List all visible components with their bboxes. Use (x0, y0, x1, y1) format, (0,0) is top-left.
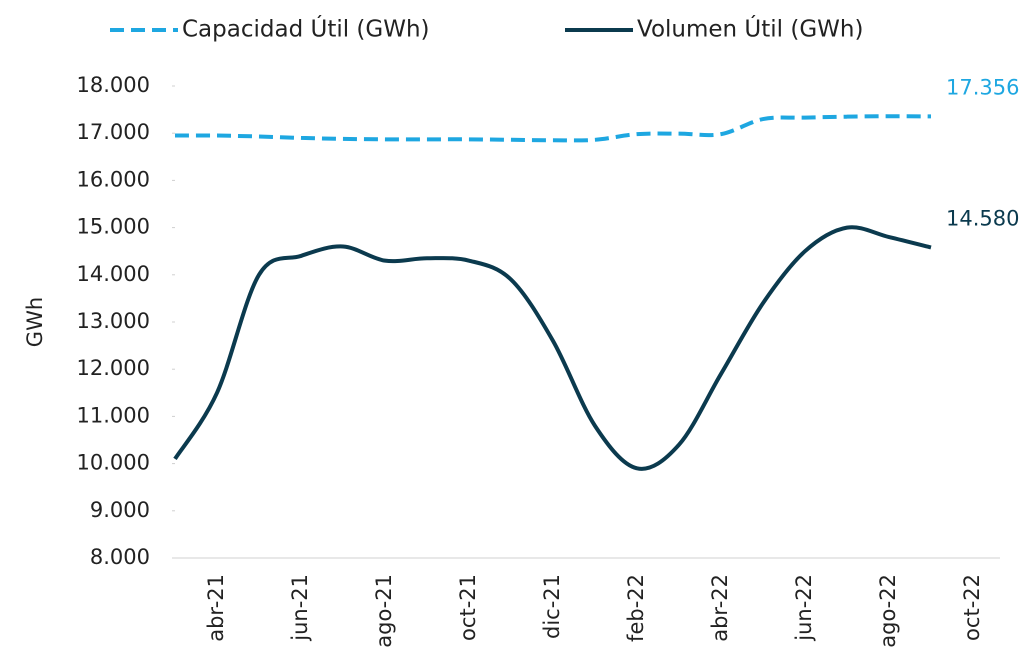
x-tick-label: dic-21 (540, 574, 564, 639)
y-tick-label: 14.000 (77, 262, 150, 286)
y-tick-label: 15.000 (77, 215, 150, 239)
y-tick-label: 12.000 (77, 356, 150, 380)
x-tick-label: jun-22 (792, 574, 816, 642)
legend-label: Capacidad Útil (GWh) (182, 15, 430, 43)
y-axis-label: GWh (23, 297, 47, 347)
y-tick-label: 8.000 (90, 545, 150, 569)
line (173, 225, 932, 471)
x-tick-label: ago-21 (372, 574, 396, 648)
y-tick-label: 10.000 (77, 451, 150, 475)
x-tick-label: oct-22 (960, 574, 984, 641)
x-tick-label: ago-22 (876, 574, 900, 648)
x-tick-label: oct-21 (456, 574, 480, 641)
y-tick-label: 18.000 (77, 73, 150, 97)
line (174, 114, 932, 143)
y-tick-label: 17.000 (77, 120, 150, 144)
data-label: 17.356 (946, 75, 1019, 99)
x-tick-label: abr-21 (204, 574, 228, 642)
x-tick-label: feb-22 (624, 574, 648, 642)
y-tick-label: 11.000 (77, 403, 150, 427)
legend-label: Volumen Útil (GWh) (637, 15, 863, 43)
data-label: 14.580 (946, 206, 1019, 230)
x-tick-label: abr-22 (708, 574, 732, 642)
y-tick-label: 16.000 (77, 167, 150, 191)
x-tick-label: jun-21 (288, 574, 312, 642)
y-tick-label: 13.000 (77, 309, 150, 333)
y-tick-label: 9.000 (90, 498, 150, 522)
